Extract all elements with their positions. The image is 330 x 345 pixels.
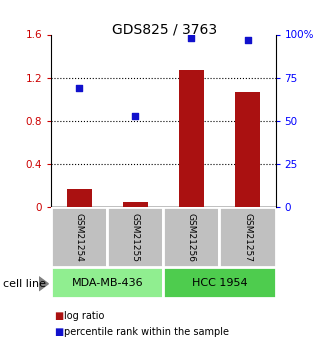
Text: ■: ■ xyxy=(54,327,64,337)
Point xyxy=(245,37,250,42)
Bar xyxy=(67,189,92,207)
Point xyxy=(77,85,82,91)
Bar xyxy=(51,267,163,298)
Text: percentile rank within the sample: percentile rank within the sample xyxy=(64,327,229,337)
Text: GSM21256: GSM21256 xyxy=(187,213,196,262)
Text: cell line: cell line xyxy=(3,279,46,288)
Text: GSM21254: GSM21254 xyxy=(75,213,84,262)
Text: ■: ■ xyxy=(54,311,64,321)
Text: log ratio: log ratio xyxy=(64,311,105,321)
Point xyxy=(133,113,138,118)
Bar xyxy=(51,207,107,267)
Text: HCC 1954: HCC 1954 xyxy=(192,278,247,288)
Bar xyxy=(179,70,204,207)
Text: GSM21255: GSM21255 xyxy=(131,213,140,262)
Point xyxy=(189,35,194,41)
Bar xyxy=(235,92,260,207)
Text: MDA-MB-436: MDA-MB-436 xyxy=(71,278,143,288)
Text: GSM21257: GSM21257 xyxy=(243,213,252,262)
Bar xyxy=(123,201,148,207)
Polygon shape xyxy=(39,277,48,291)
Bar xyxy=(163,267,276,298)
Bar xyxy=(219,207,276,267)
Bar xyxy=(107,207,163,267)
Bar xyxy=(163,207,219,267)
Text: GDS825 / 3763: GDS825 / 3763 xyxy=(113,22,217,37)
